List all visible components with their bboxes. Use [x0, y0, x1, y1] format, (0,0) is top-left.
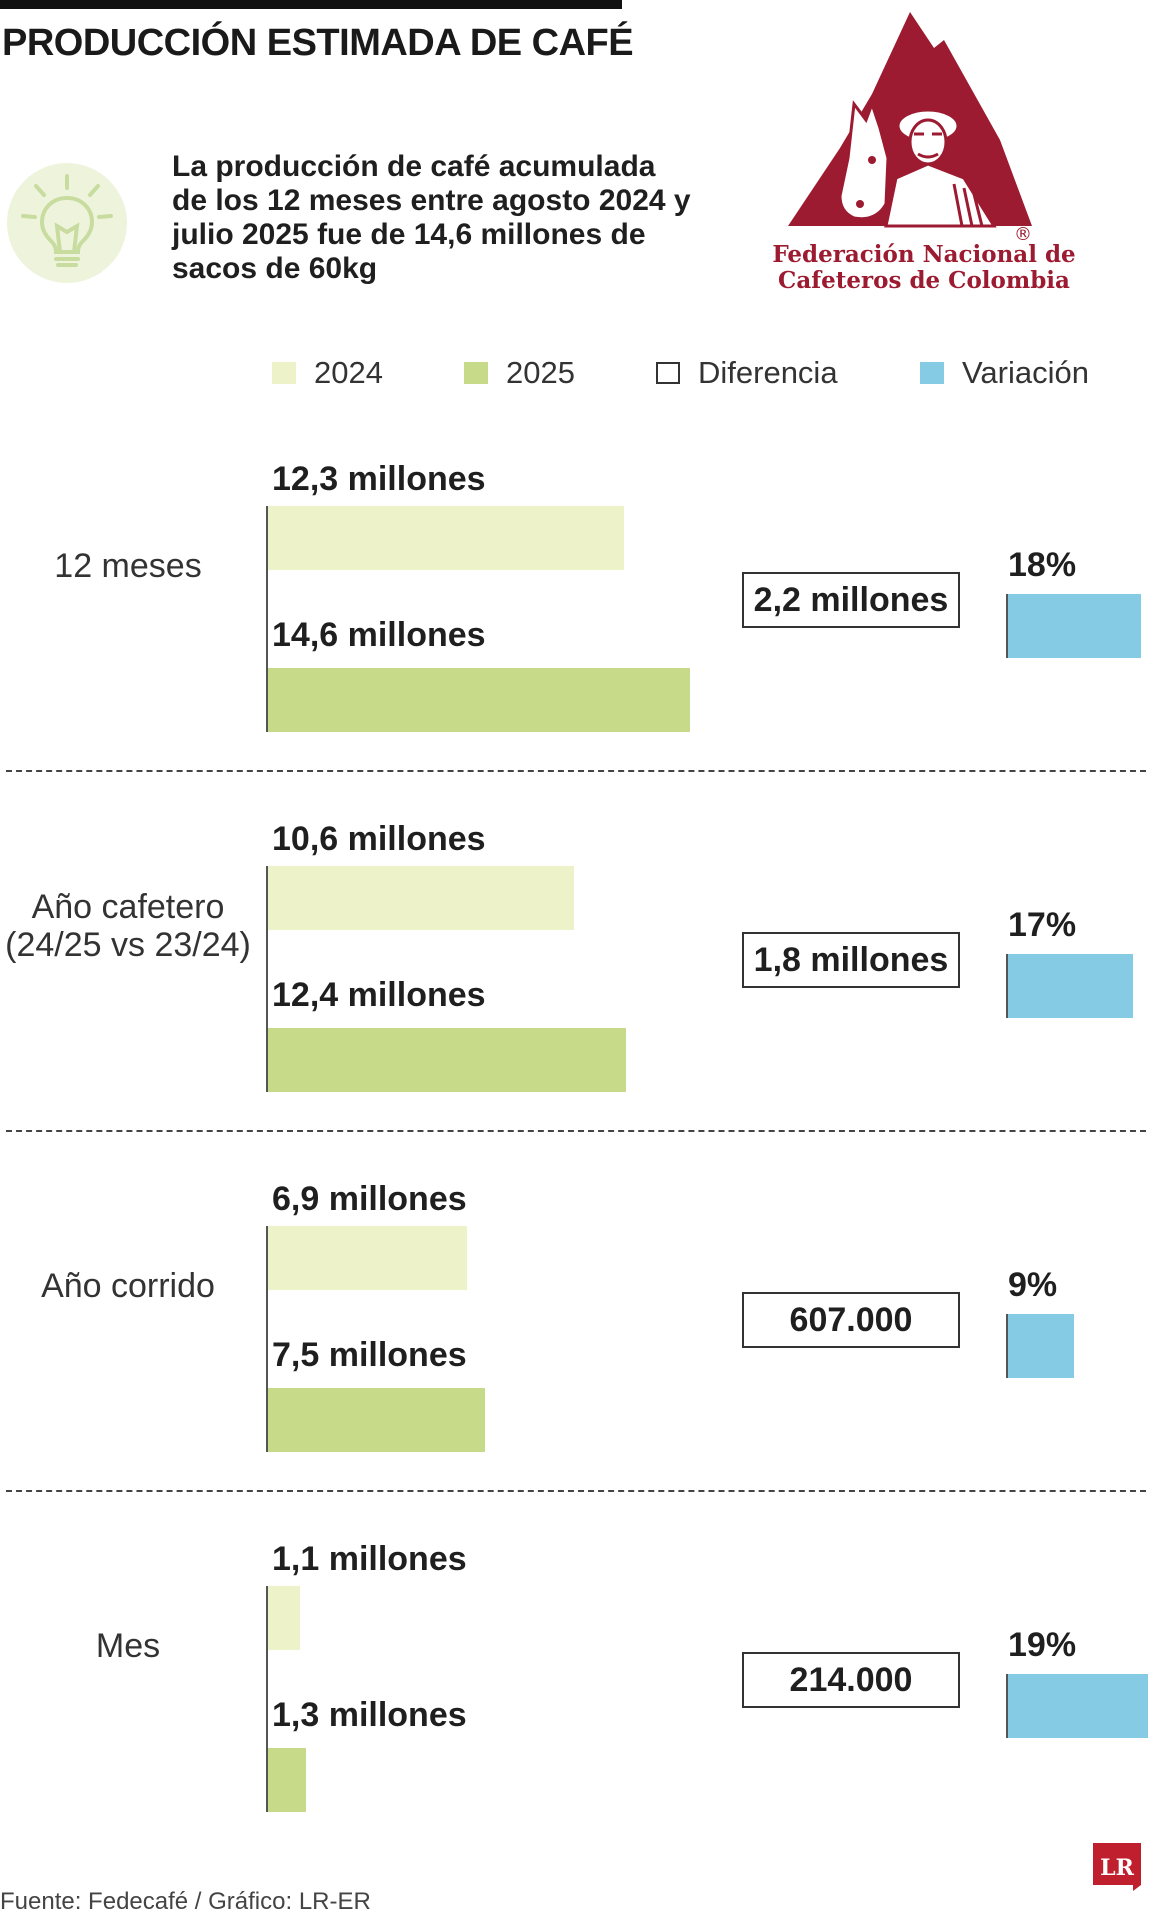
bar-2024-12-meses [268, 506, 624, 570]
top-rule [0, 0, 622, 9]
lightbulb-icon [7, 163, 127, 283]
legend-swatch-2024 [272, 362, 296, 384]
difference-box-ano-corrido: 607.000 [742, 1292, 960, 1348]
bar-2025-12-meses [268, 668, 690, 732]
bar-2025-mes [268, 1748, 306, 1812]
logo-text: Federación Nacional de Cafeteros de Colo… [768, 242, 1080, 294]
axis-line-12-meses [266, 506, 268, 732]
fedecafe-logo: ® [788, 12, 1032, 245]
legend-item-2024: 2024 [272, 355, 383, 391]
bar-2024-ano-cafetero [268, 866, 574, 930]
logo-line-2: Cafeteros de Colombia [778, 267, 1070, 294]
bar-label-2024-mes: 1,1 millones [272, 1540, 467, 1578]
legend-item-2025: 2025 [464, 355, 575, 391]
axis-line-ano-cafetero [266, 866, 268, 1092]
section-label-ano-corrido: Año corrido [0, 1267, 256, 1305]
difference-box-12-meses: 2,2 millones [742, 572, 960, 628]
legend-item-variacion: Variación [920, 355, 1089, 391]
section-separator [6, 1130, 1146, 1132]
section-label-line: 12 meses [54, 547, 202, 585]
lr-brand-logo: LR [1093, 1843, 1141, 1891]
bar-label-2025-12-meses: 14,6 millones [272, 616, 486, 654]
source-note: Fuente: Fedecafé / Gráfico: LR-ER [0, 1888, 371, 1915]
bar-label-2024-12-meses: 12,3 millones [272, 460, 486, 498]
bar-label-2024-ano-cafetero: 10,6 millones [272, 820, 486, 858]
variation-label-mes: 19% [1008, 1626, 1077, 1664]
difference-box-mes: 214.000 [742, 1652, 960, 1708]
difference-box-ano-cafetero: 1,8 millones [742, 932, 960, 988]
registered-mark: ® [1014, 224, 1032, 245]
legend-label-2024: 2024 [314, 355, 383, 390]
intro-text: La producción de café acumulada de los 1… [172, 150, 691, 285]
section-label-line: Año cafetero [31, 888, 225, 926]
variation-bar-ano-corrido [1008, 1314, 1074, 1378]
legend-item-diferencia: Diferencia [656, 355, 838, 391]
logo-line-1: Federación Nacional de [772, 241, 1076, 268]
variation-axis-12-meses [1006, 594, 1008, 658]
legend-label-2025: 2025 [506, 355, 575, 390]
lr-brand-text: LR [1100, 1855, 1134, 1881]
section-label-mes: Mes [0, 1627, 256, 1665]
bar-label-2024-ano-corrido: 6,9 millones [272, 1180, 467, 1218]
bar-2024-mes [268, 1586, 300, 1650]
bar-label-2025-mes: 1,3 millones [272, 1696, 467, 1734]
section-separator [6, 770, 1146, 772]
bar-2025-ano-cafetero [268, 1028, 626, 1092]
section-separator [6, 1490, 1146, 1492]
axis-line-ano-corrido [266, 1226, 268, 1452]
section-label-line: Mes [95, 1627, 161, 1665]
variation-label-ano-cafetero: 17% [1008, 906, 1077, 944]
variation-label-ano-corrido: 9% [1008, 1266, 1058, 1304]
legend-swatch-2025 [464, 362, 488, 384]
variation-bar-mes [1008, 1674, 1148, 1738]
legend-label-diferencia: Diferencia [698, 355, 838, 390]
variation-label-12-meses: 18% [1008, 546, 1077, 584]
legend: 2024 2025 Diferencia Variación [0, 355, 1154, 395]
legend-swatch-variacion [920, 362, 944, 384]
variation-axis-ano-cafetero [1006, 954, 1008, 1018]
bar-2024-ano-corrido [268, 1226, 467, 1290]
bar-2025-ano-corrido [268, 1388, 485, 1452]
variation-bar-ano-cafetero [1008, 954, 1133, 1018]
section-label-ano-cafetero: Año cafetero (24/25 vs 23/24) [0, 888, 256, 964]
legend-label-variacion: Variación [962, 355, 1089, 390]
variation-axis-mes [1006, 1674, 1008, 1738]
chart-title: PRODUCCIÓN ESTIMADA DE CAFÉ [2, 22, 634, 64]
axis-line-mes [266, 1586, 268, 1812]
bar-label-2025-ano-corrido: 7,5 millones [272, 1336, 467, 1374]
section-label-line: Año corrido [41, 1267, 215, 1305]
variation-bar-12-meses [1008, 594, 1141, 658]
bar-label-2025-ano-cafetero: 12,4 millones [272, 976, 486, 1014]
section-label-12-meses: 12 meses [0, 547, 256, 585]
variation-axis-ano-corrido [1006, 1314, 1008, 1378]
section-label-line: (24/25 vs 23/24) [5, 926, 251, 964]
legend-swatch-diferencia [656, 362, 680, 384]
